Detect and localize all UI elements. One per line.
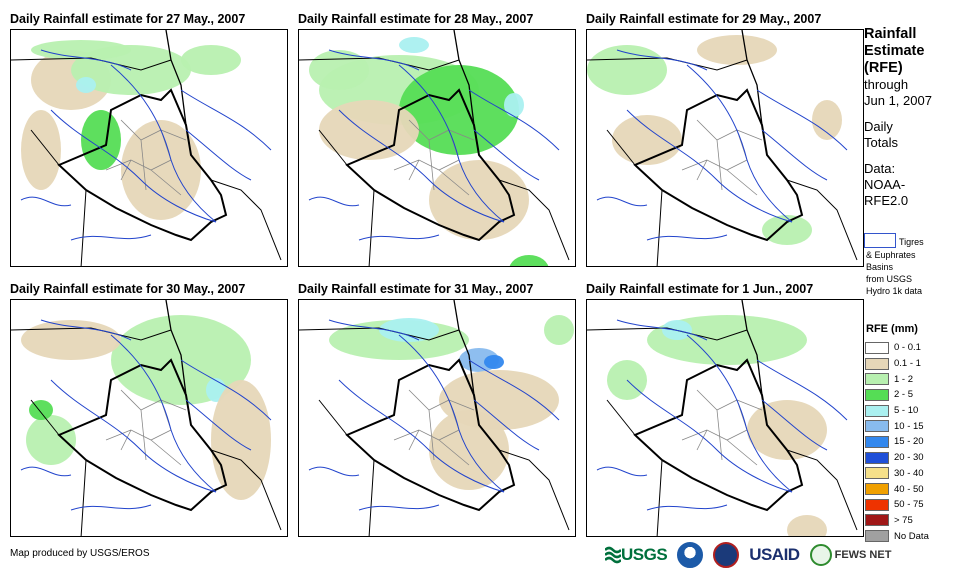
- legend-label: 5 - 10: [894, 405, 919, 417]
- legend-row: > 75: [865, 513, 929, 529]
- legend-title: RFE (mm): [866, 323, 918, 335]
- legend-swatch: [865, 498, 889, 511]
- sidebar-title-2: Estimate: [864, 43, 925, 59]
- fews-globe-icon: [809, 544, 832, 566]
- panel-title: Daily Rainfall estimate for 28 May., 200…: [298, 12, 534, 26]
- sidebar-data-2: NOAA-: [864, 177, 906, 192]
- legend-swatch: [865, 451, 889, 464]
- basin-line-1: Tigres: [899, 237, 924, 247]
- legend-row: 30 - 40: [865, 466, 929, 482]
- legend-row: 5 - 10: [865, 403, 929, 419]
- sidebar-title-1: Rainfall: [864, 26, 917, 42]
- legend-row: 20 - 30: [865, 450, 929, 466]
- legend-row: 2 - 5: [865, 387, 929, 403]
- sidebar-data-3: RFE2.0: [864, 193, 909, 208]
- sidebar-title-3: (RFE): [864, 60, 903, 76]
- legend-swatch: [865, 514, 889, 527]
- rainfall-map: [298, 29, 576, 267]
- usgs-wave-icon: [605, 546, 621, 564]
- usaid-logo: USAID: [749, 545, 800, 564]
- panel-title: Daily Rainfall estimate for 27 May., 200…: [10, 12, 246, 26]
- sidebar-totals-2: Totals: [864, 135, 898, 150]
- rainfall-map: [586, 299, 864, 537]
- fews-logo: FEWS NET: [809, 544, 891, 566]
- legend-row: No Data: [865, 528, 929, 544]
- legend-swatch: [865, 373, 889, 386]
- legend-label: 20 - 30: [894, 452, 924, 464]
- legend-label: 30 - 40: [894, 467, 924, 479]
- basin-line-2: & Euphrates: [866, 250, 916, 260]
- sidebar-date: Jun 1, 2007: [864, 93, 932, 108]
- panel-title: Daily Rainfall estimate for 31 May., 200…: [298, 282, 534, 296]
- legend: 0 - 0.1 0.1 - 1 1 - 2 2 - 5 5 - 10 10 - 15 15 …: [865, 340, 929, 544]
- rainfall-map: [10, 299, 288, 537]
- basin-line-4: from USGS: [866, 274, 913, 284]
- legend-row: 50 - 75: [865, 497, 929, 513]
- sidebar-data-1: Data:: [864, 161, 896, 176]
- legend-swatch: [865, 467, 889, 480]
- legend-label: 40 - 50: [894, 483, 924, 495]
- legend-swatch: [865, 530, 889, 543]
- rainfall-map: [586, 29, 864, 267]
- legend-swatch: [865, 341, 889, 354]
- credit-text: Map produced by USGS/EROS: [10, 548, 150, 559]
- legend-swatch: [865, 435, 889, 448]
- sidebar-through: through: [864, 77, 909, 92]
- legend-swatch: [865, 357, 889, 370]
- legend-swatch: [865, 404, 889, 417]
- legend-label: 0 - 0.1: [894, 342, 921, 354]
- panel-title: Daily Rainfall estimate for 30 May., 200…: [10, 282, 246, 296]
- basin-line-5: Hydro 1k data: [866, 286, 923, 296]
- legend-label: 1 - 2: [894, 373, 914, 385]
- usgs-logo: USGS: [605, 545, 668, 565]
- sidebar-totals-1: Daily: [864, 119, 893, 134]
- usaid-seal-icon: [713, 542, 740, 568]
- legend-swatch: [865, 483, 889, 496]
- legend-label: 50 - 75: [894, 499, 924, 511]
- legend-row: 15 - 20: [865, 434, 929, 450]
- logo-strip: USGS USAID FEWS NET: [605, 542, 891, 568]
- legend-label: 2 - 5: [894, 389, 914, 401]
- legend-swatch: [865, 420, 889, 433]
- panel-title: Daily Rainfall estimate for 1 Jun., 2007: [586, 282, 814, 296]
- basin-line-3: Basins: [866, 262, 894, 272]
- rainfall-map: [10, 29, 288, 267]
- legend-label: 0.1 - 1: [894, 358, 921, 370]
- panel-title: Daily Rainfall estimate for 29 May., 200…: [586, 12, 822, 26]
- legend-label: No Data: [894, 530, 929, 542]
- legend-swatch: [865, 388, 889, 401]
- legend-row: 0 - 0.1: [865, 340, 929, 356]
- legend-label: 15 - 20: [894, 436, 924, 448]
- noaa-logo-icon: [677, 542, 704, 568]
- legend-label: 10 - 15: [894, 420, 924, 432]
- legend-row: 40 - 50: [865, 481, 929, 497]
- legend-row: 0.1 - 1: [865, 356, 929, 372]
- legend-row: 10 - 15: [865, 418, 929, 434]
- sidebar: Rainfall Estimate (RFE) through Jun 1, 2…: [864, 26, 964, 209]
- rainfall-map: [298, 299, 576, 537]
- legend-label: > 75: [894, 514, 913, 526]
- basin-legend-swatch: [864, 233, 896, 248]
- legend-row: 1 - 2: [865, 371, 929, 387]
